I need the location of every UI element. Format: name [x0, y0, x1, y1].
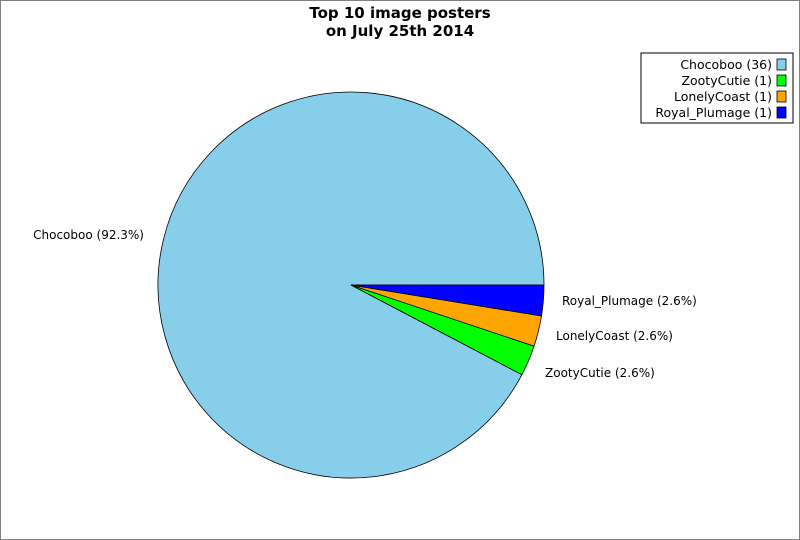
legend-swatch-chocoboo	[776, 58, 787, 71]
legend-swatch-zootycutie	[776, 74, 787, 87]
pie-slices	[157, 91, 545, 479]
chart-title-line-2: on July 25th 2014	[326, 22, 474, 40]
slice-label-lonelycoast: LonelyCoast (2.6%)	[556, 329, 673, 343]
legend-label-lonelycoast: LonelyCoast (1)	[674, 89, 772, 104]
chart-title: Top 10 image posters on July 25th 2014	[309, 4, 490, 40]
legend-swatch-lonelycoast	[776, 90, 787, 103]
legend-label-royal-plumage: Royal_Plumage (1)	[655, 105, 772, 120]
slice-labels: Chocoboo (92.3%) ZootyCutie (2.6%) LonelyC…	[33, 228, 697, 380]
legend: Chocoboo (36)ZootyCutie (1)LonelyCoast (…	[640, 52, 794, 124]
slice-label-chocoboo: Chocoboo (92.3%)	[33, 228, 144, 242]
legend-label-zootycutie: ZootyCutie (1)	[681, 73, 772, 88]
slice-label-zootycutie: ZootyCutie (2.6%)	[545, 366, 655, 380]
pie-slice-royal-plumage	[350, 284, 545, 317]
pie-slice-chocoboo	[157, 91, 545, 479]
legend-swatch-royal-plumage	[776, 106, 787, 119]
slice-label-royal-plumage: Royal_Plumage (2.6%)	[562, 294, 697, 308]
chart-title-line-1: Top 10 image posters	[309, 4, 490, 22]
legend-label-chocoboo: Chocoboo (36)	[680, 57, 772, 72]
legend-box	[640, 52, 794, 124]
